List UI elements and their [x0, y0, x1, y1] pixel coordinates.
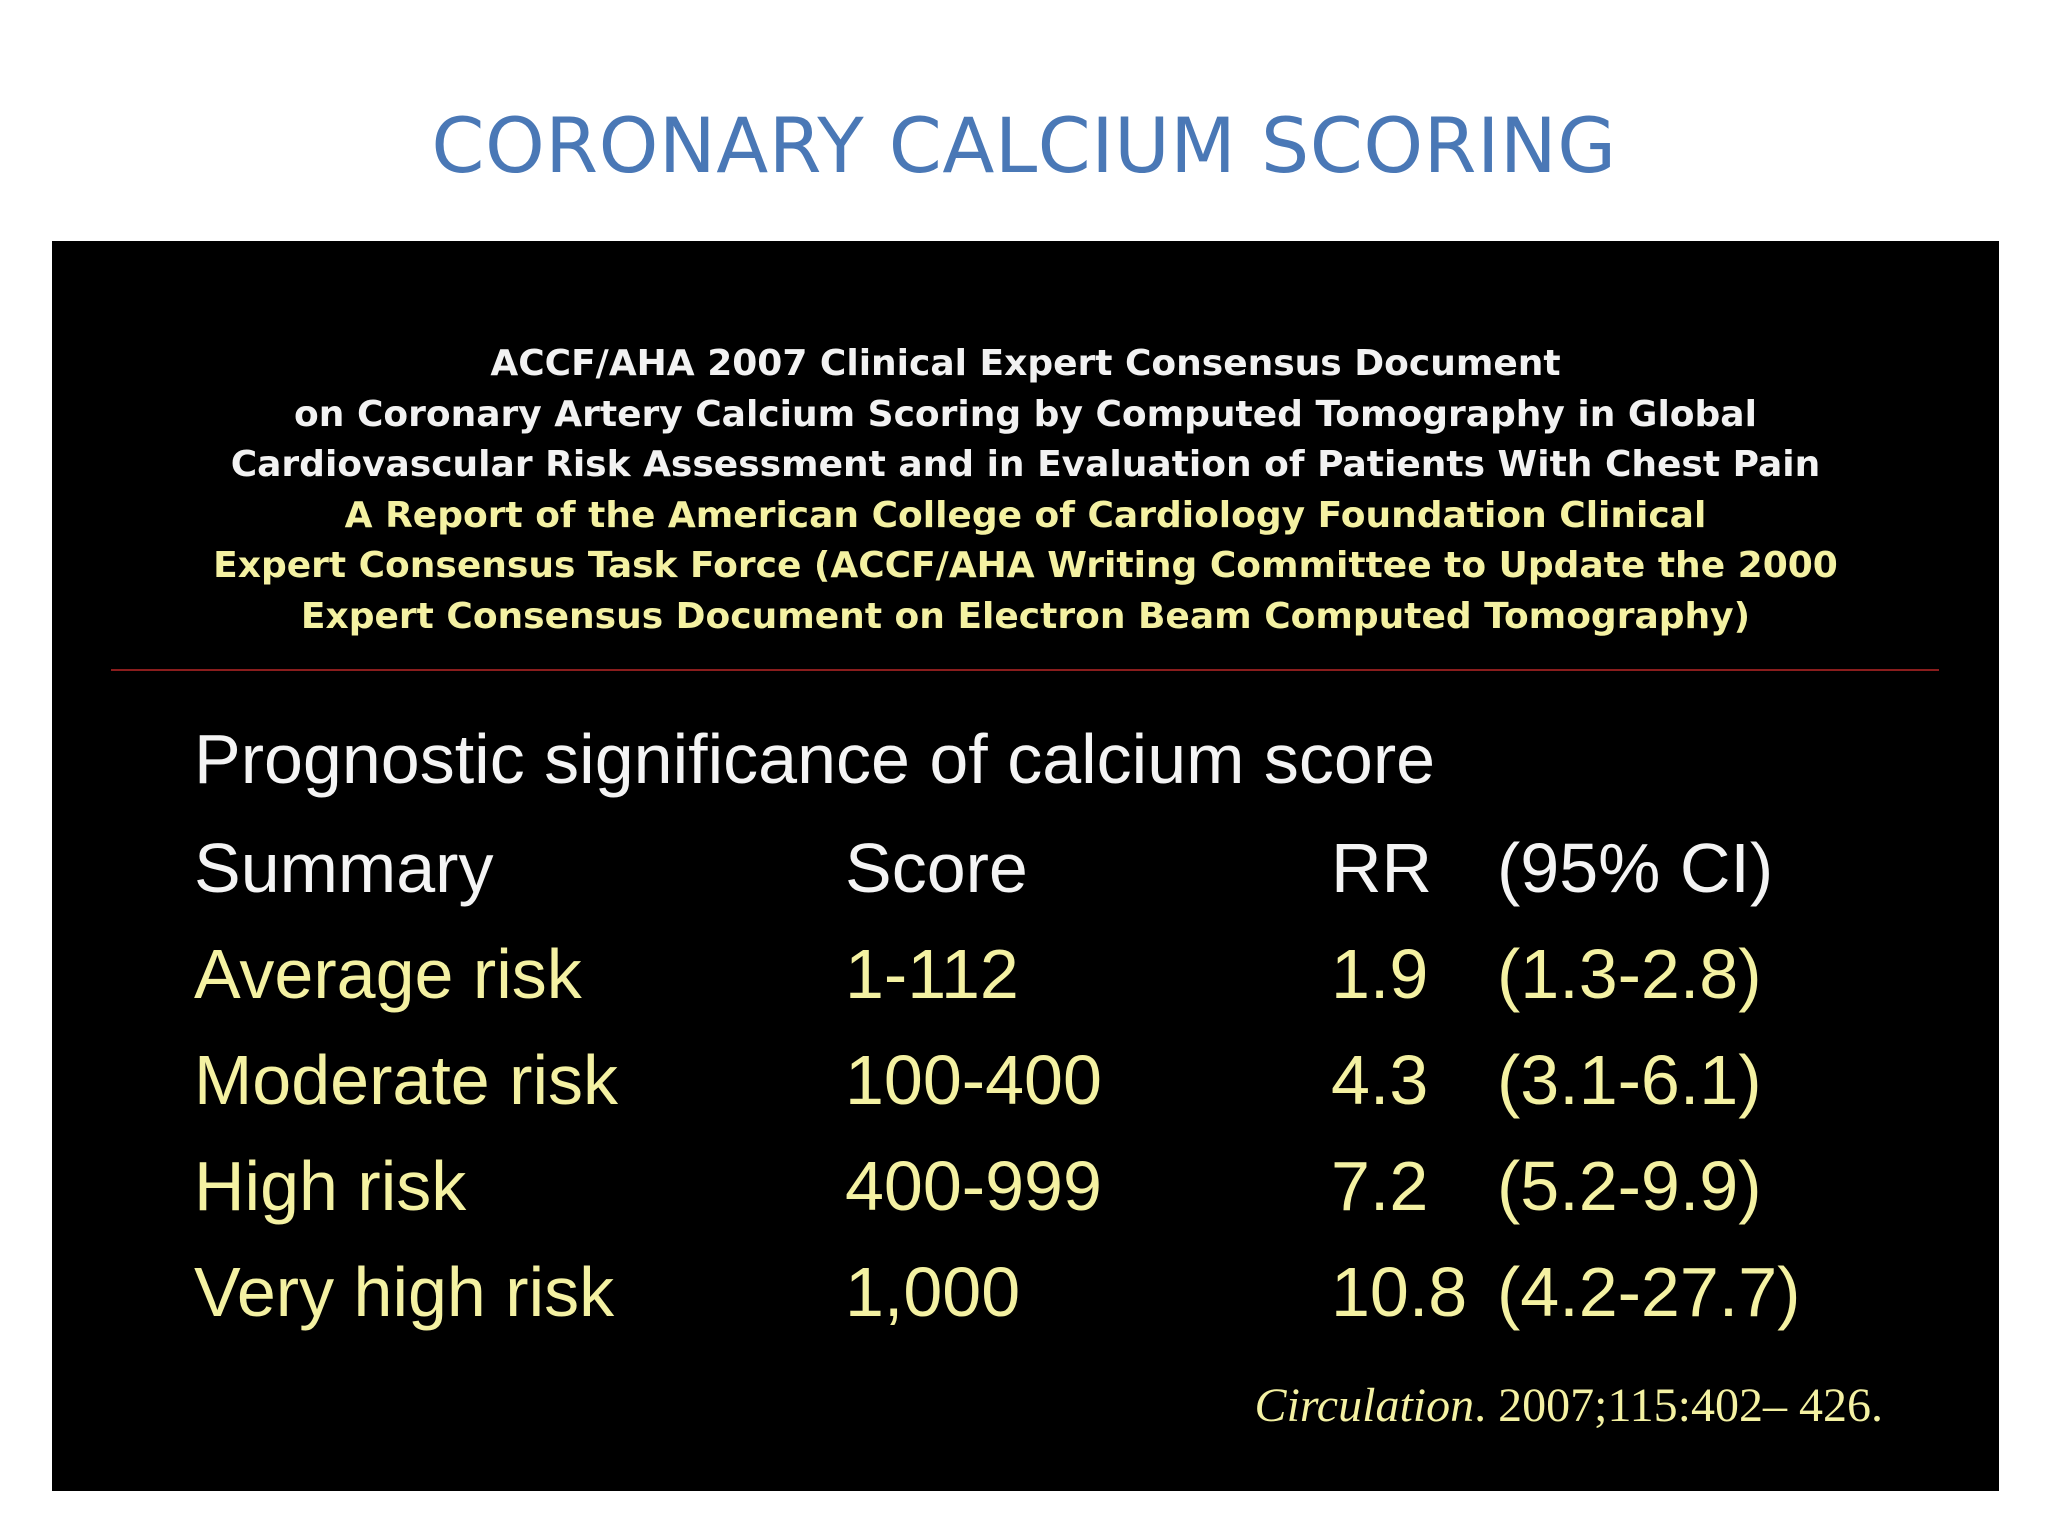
- header-ci: (95% CI): [1497, 829, 1774, 907]
- cell-rr: 10.8: [1331, 1253, 1468, 1331]
- header-divider: [111, 669, 1939, 671]
- cell-rr: 7.2: [1331, 1147, 1429, 1225]
- cell-score: 1,000: [845, 1253, 1021, 1331]
- cell-summary: High risk: [194, 1147, 467, 1225]
- header-line: ACCF/AHA 2007 Clinical Expert Consensus …: [490, 343, 1561, 384]
- header-subtitle-line: Expert Consensus Document on Electron Be…: [300, 595, 1751, 637]
- document-header: ACCF/AHA 2007 Clinical Expert Consensus …: [52, 339, 1999, 642]
- citation-journal: Circulation: [1254, 1379, 1475, 1432]
- slide-title: CORONARY CALCIUM SCORING: [431, 101, 1617, 190]
- table-row: Moderate risk 100-400 4.3 (3.1-6.1): [194, 1027, 1954, 1133]
- header-line: on Coronary Artery Calcium Scoring by Co…: [294, 393, 1757, 435]
- header-score: Score: [845, 829, 1028, 907]
- citation-details: . 2007;115:402– 426.: [1474, 1379, 1883, 1432]
- header-summary: Summary: [194, 829, 494, 907]
- cell-summary: Average risk: [194, 935, 582, 1013]
- cell-rr: 1.9: [1331, 935, 1429, 1013]
- cell-ci: (5.2-9.9): [1497, 1147, 1762, 1225]
- cell-ci: (3.1-6.1): [1497, 1041, 1762, 1119]
- cell-summary: Moderate risk: [194, 1041, 619, 1119]
- cell-score: 100-400: [845, 1041, 1102, 1119]
- section-title: Prognostic significance of calcium score: [194, 720, 1436, 798]
- header-subtitle-line: A Report of the American College of Card…: [344, 494, 1707, 536]
- cell-score: 1-112: [845, 935, 1019, 1013]
- cell-rr: 4.3: [1331, 1041, 1429, 1119]
- risk-table: Summary Score RR (95% CI) Average risk 1…: [194, 815, 1954, 1345]
- cell-summary: Very high risk: [194, 1253, 615, 1331]
- citation: Circulation. 2007;115:402– 426.: [1255, 1376, 1883, 1436]
- embedded-slide-image: ACCF/AHA 2007 Clinical Expert Consensus …: [52, 241, 1999, 1491]
- cell-ci: (4.2-27.7): [1497, 1253, 1801, 1331]
- table-row: Average risk 1-112 1.9 (1.3-2.8): [194, 921, 1954, 1027]
- table-row: High risk 400-999 7.2 (5.2-9.9): [194, 1133, 1954, 1239]
- cell-score: 400-999: [845, 1147, 1102, 1225]
- cell-ci: (1.3-2.8): [1497, 935, 1762, 1013]
- header-subtitle-line: Expert Consensus Task Force (ACCF/AHA Wr…: [213, 545, 1838, 586]
- table-row: Very high risk 1,000 10.8 (4.2-27.7): [194, 1239, 1954, 1345]
- table-header-row: Summary Score RR (95% CI): [194, 815, 1954, 921]
- header-rr: RR: [1331, 829, 1433, 907]
- header-line: Cardiovascular Risk Assessment and in Ev…: [230, 444, 1821, 485]
